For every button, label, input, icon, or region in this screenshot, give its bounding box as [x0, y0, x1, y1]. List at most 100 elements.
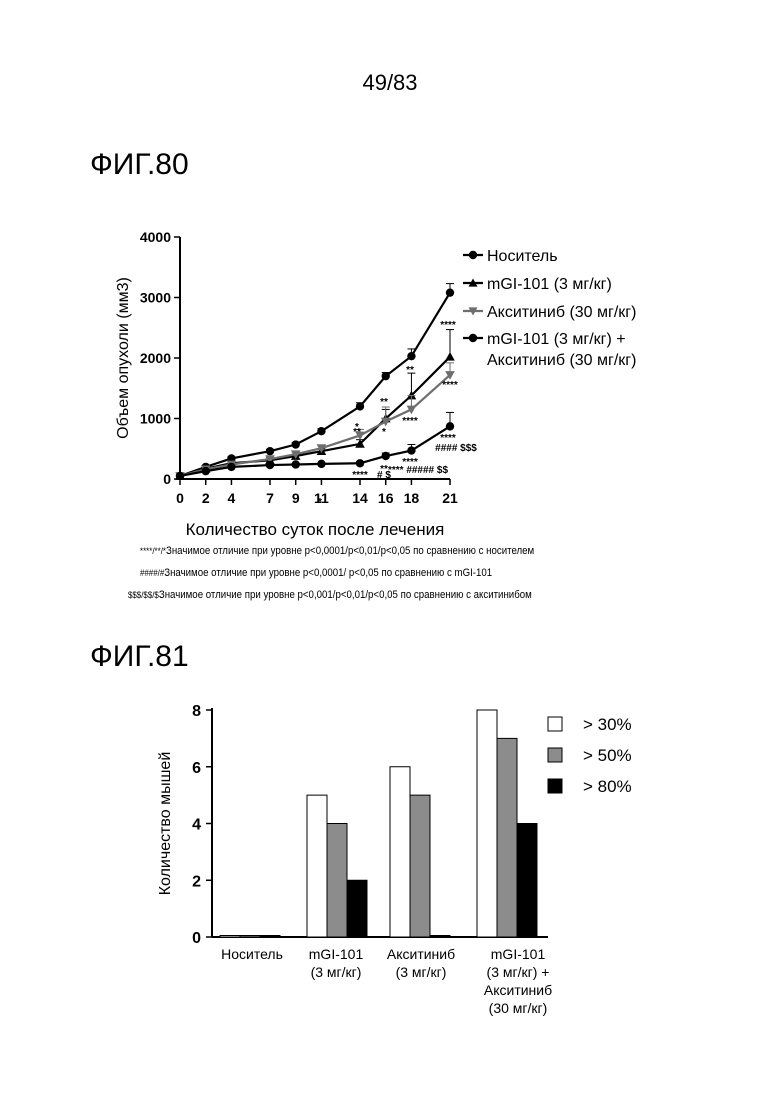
bar	[430, 936, 450, 938]
data-point	[446, 422, 454, 430]
bar	[307, 795, 327, 937]
bar	[260, 936, 280, 938]
bar	[220, 936, 240, 938]
significance-annotation: ****	[442, 380, 458, 391]
significance-annotation: **** ##### $$	[388, 465, 448, 476]
fig81-label: ФИГ.81	[90, 640, 189, 674]
x-axis-label: Количество суток после лечения	[186, 520, 445, 539]
x-tick-label: 7	[266, 490, 274, 506]
legend-label: Носитель	[487, 248, 558, 265]
y-tick-label: 1000	[140, 411, 171, 427]
category-label: mGI-101	[309, 946, 364, 962]
bar	[347, 880, 367, 937]
x-tick-label: 18	[404, 490, 420, 506]
significance-annotation: #### $$$	[435, 443, 477, 454]
data-point	[227, 463, 235, 471]
significance-annotation: *	[382, 427, 386, 438]
category-label: (3 мг/кг) +	[487, 964, 550, 980]
bar	[390, 767, 410, 937]
legend-marker	[469, 334, 477, 342]
bar	[477, 710, 497, 937]
legend-label: Акситиниб (30 мг/кг)	[487, 304, 636, 321]
bar-group-3	[477, 710, 537, 937]
note-text: Значимое отличие при уровне p<0,0001/p<0…	[166, 545, 534, 557]
y-tick-label: 2000	[140, 350, 171, 366]
data-point	[317, 460, 325, 468]
y-tick-label: 2	[192, 873, 201, 890]
bar-group-1	[307, 795, 367, 937]
significance-annotation: ****	[402, 416, 418, 427]
bar	[497, 738, 517, 937]
legend-swatch	[548, 717, 562, 731]
note-significance-mgi101: ####/#Значимое отличие при уровне p<0,00…	[140, 567, 492, 579]
legend: > 30%> 50%> 80%	[548, 715, 632, 796]
note-significance-axitinib: $$$/$$/$Значимое отличие при уровне p<0,…	[128, 589, 532, 601]
category-label: mGI-101	[491, 946, 546, 962]
note-marks: ****/**/*	[140, 546, 166, 556]
significance-annotation: **	[380, 397, 388, 408]
y-tick-label: 4	[192, 817, 201, 834]
bar	[410, 795, 430, 937]
note-significance-vehicle: ****/**/*Значимое отличие при уровне p<0…	[140, 545, 534, 557]
x-tick-label: 21	[442, 490, 458, 506]
data-point	[317, 427, 325, 435]
data-point	[445, 352, 455, 361]
legend-marker	[469, 251, 477, 259]
data-point	[292, 440, 300, 448]
data-point	[292, 460, 300, 468]
note-marks: $$$/$$/$	[128, 590, 159, 600]
page-number: 49/83	[0, 70, 780, 96]
note-marks: ####/#	[140, 568, 164, 578]
y-tick-label: 0	[192, 930, 201, 947]
y-tick-label: 0	[163, 471, 171, 487]
x-tick-label: 4	[228, 490, 236, 506]
category-label: Носитель	[221, 946, 283, 962]
category-label: (3 мг/кг)	[311, 964, 362, 980]
bar	[517, 824, 537, 938]
y-tick-label: 8	[192, 703, 201, 720]
bar-group-2	[390, 767, 450, 937]
significance-annotation: **	[406, 365, 414, 376]
significance-annotation: **	[353, 427, 361, 438]
data-point	[382, 452, 390, 460]
y-tick-label: 6	[192, 760, 201, 777]
bar	[327, 824, 347, 938]
legend-swatch	[548, 779, 562, 793]
y-tick-label: 4000	[140, 229, 171, 245]
x-tick-label: 2	[202, 490, 210, 506]
bar-group-0	[220, 936, 280, 938]
tumor-volume-line-chart: 01000200030004000024791114161821Количест…	[0, 225, 780, 545]
data-point	[266, 447, 274, 455]
significance-annotation: ****	[440, 320, 456, 331]
y-axis-label: Количество мышей	[157, 752, 174, 896]
x-tick-label: 16	[378, 490, 394, 506]
x-tick-label: 9	[292, 490, 300, 506]
category-label: Акситиниб	[387, 946, 455, 962]
category-label: (3 мг/кг)	[396, 964, 447, 980]
legend-label: > 50%	[583, 746, 632, 765]
legend: Носитель mGI-101 (3 мг/кг) Акситиниб (30 м…	[463, 248, 636, 369]
data-point	[356, 402, 364, 410]
significance-annotation: ****	[352, 470, 368, 481]
x-tick-label: 14	[352, 490, 368, 506]
significance-annotation: *	[318, 497, 322, 508]
bar	[240, 936, 260, 938]
data-point	[266, 461, 274, 469]
fig80-label: ФИГ.80	[90, 148, 189, 182]
x-tick-label: 0	[176, 490, 184, 506]
legend-swatch	[548, 748, 562, 762]
data-point	[176, 472, 184, 480]
data-point	[202, 467, 210, 475]
note-text: Значимое отличие при уровне p<0,0001/ p<…	[164, 567, 492, 579]
y-axis-label: Объем опухоли (мм3)	[115, 277, 132, 439]
legend-label: mGI-101 (3 мг/кг)	[487, 276, 612, 293]
note-text: Значимое отличие при уровне p<0,001/p<0,…	[159, 589, 532, 601]
data-point	[407, 352, 415, 360]
category-label: Акситиниб	[484, 982, 552, 998]
y-tick-label: 3000	[140, 290, 171, 306]
data-point	[356, 459, 364, 467]
data-point	[407, 446, 415, 454]
legend-label: > 30%	[583, 715, 632, 734]
data-point	[446, 288, 454, 296]
